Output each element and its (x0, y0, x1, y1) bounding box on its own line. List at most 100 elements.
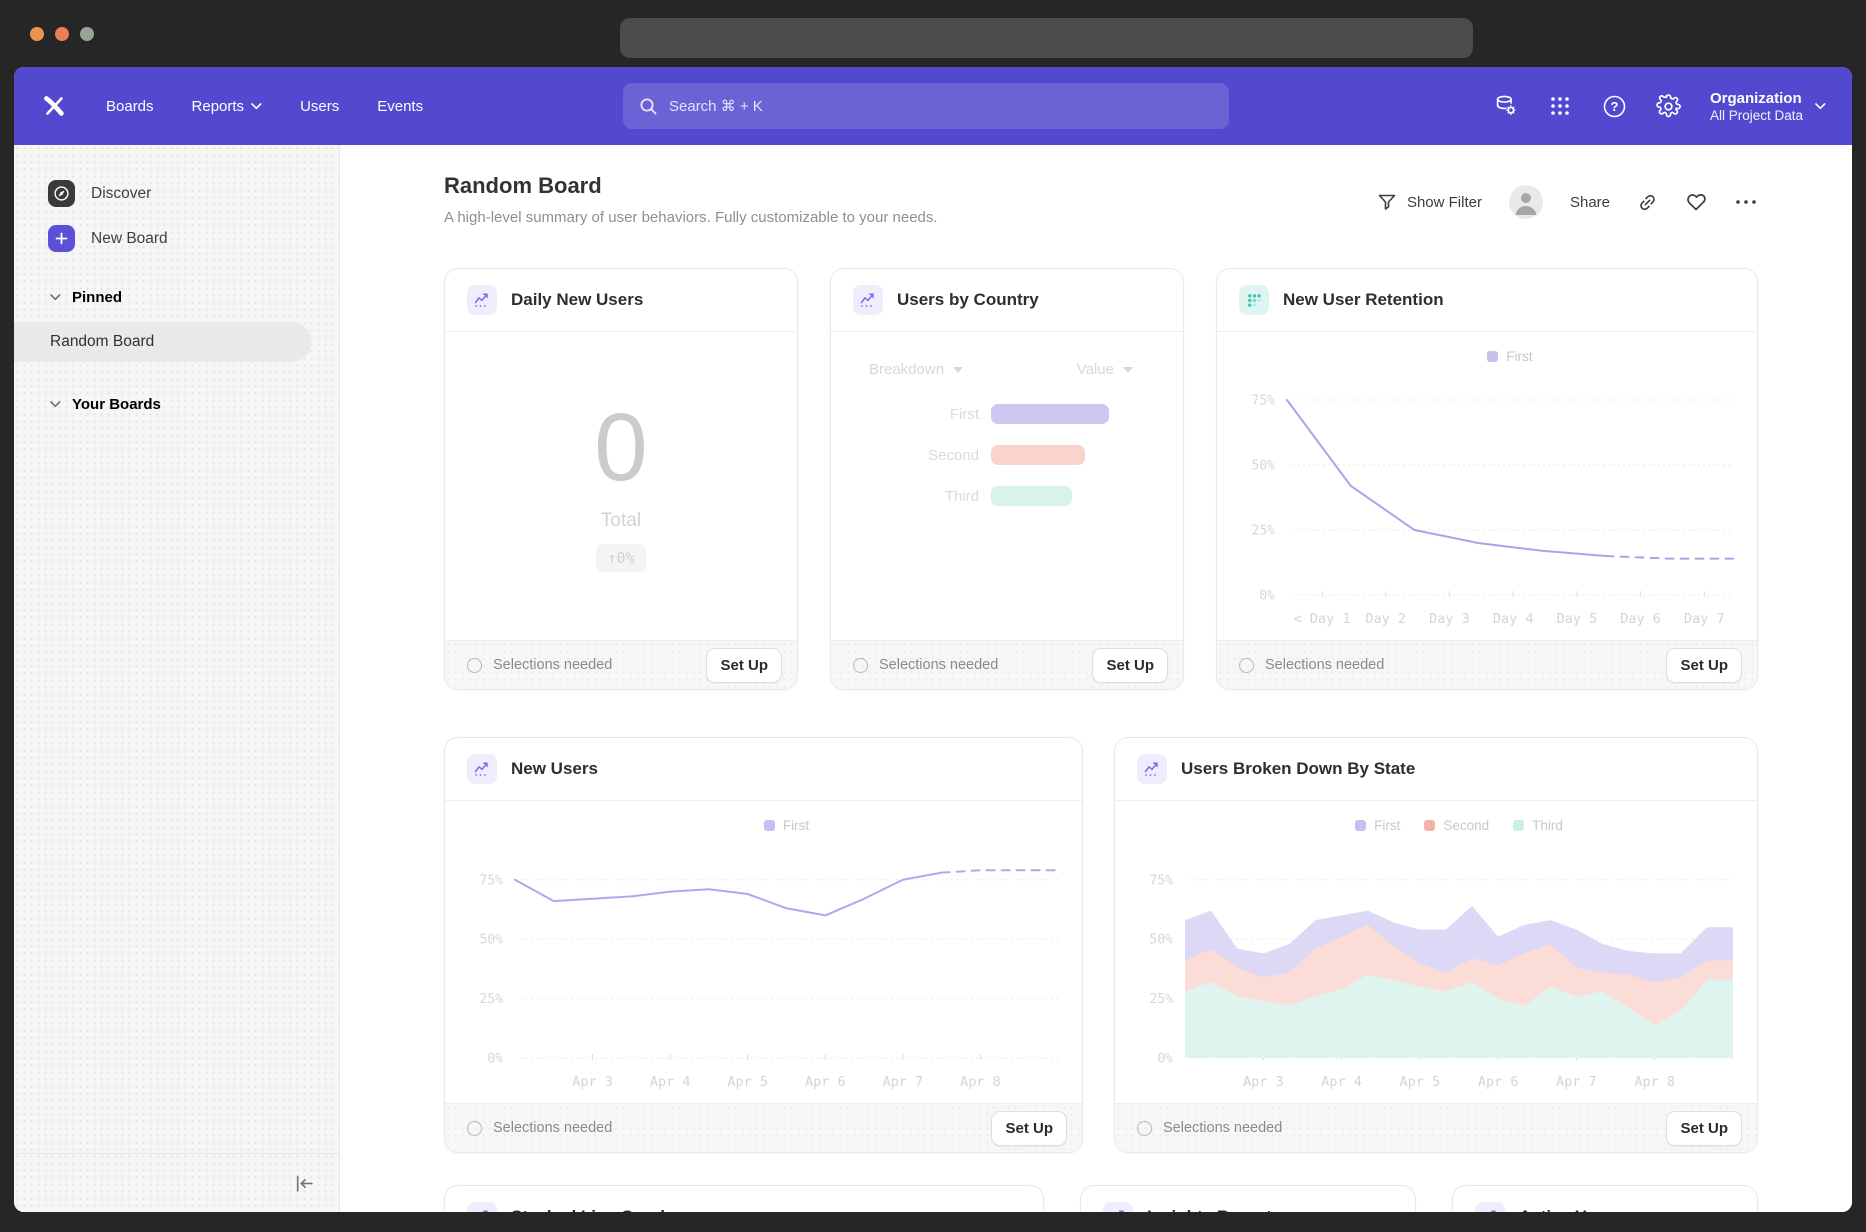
nav-item-users[interactable]: Users (300, 98, 339, 115)
svg-text:Apr 6: Apr 6 (1478, 1074, 1519, 1090)
sidebar-section-label: Pinned (72, 289, 122, 306)
set-up-button[interactable]: Set Up (1666, 648, 1742, 683)
card-title: Daily New Users (511, 290, 643, 310)
nav-item-events[interactable]: Events (377, 98, 423, 115)
svg-text:Apr 3: Apr 3 (572, 1074, 613, 1090)
svg-text:?: ? (1610, 99, 1618, 114)
sidebar-item-new-board[interactable]: New Board (14, 216, 339, 261)
data-management-icon[interactable] (1494, 94, 1518, 118)
card-title: New User Retention (1283, 290, 1444, 310)
nav-item-reports[interactable]: Reports (192, 98, 263, 115)
nav-item-label: Users (300, 98, 339, 115)
app-window: Boards Reports Users Events Search ⌘ + K (14, 67, 1852, 1212)
copy-link-icon[interactable] (1637, 192, 1658, 213)
card-footer: Selections needed Set Up (1115, 1103, 1757, 1152)
metric-label: Total (601, 510, 641, 532)
svg-text:Apr 7: Apr 7 (883, 1074, 924, 1090)
breakdown-dropdown[interactable]: Breakdown (869, 361, 963, 378)
minimize-button[interactable] (55, 27, 69, 41)
insights-chart-icon (467, 285, 497, 315)
card-title: New Users (511, 759, 598, 779)
chart-legend: FirstSecondThird (1185, 818, 1733, 833)
sidebar-item-label: Random Board (50, 333, 154, 350)
card-users-by-country: Users by Country Breakdown Value FirstSe (830, 268, 1184, 690)
breakdown-row: Third (869, 486, 1133, 506)
card-insights-report: Insights Report (1080, 1185, 1416, 1212)
org-switcher[interactable]: Organization All Project Data (1710, 89, 1826, 124)
card-stacked-line-graph: Stacked Line Graph (444, 1185, 1044, 1212)
insights-chart-icon (1137, 754, 1167, 784)
more-options-icon[interactable] (1734, 198, 1758, 206)
apps-grid-icon[interactable] (1548, 94, 1572, 118)
sidebar-item-random-board[interactable]: Random Board (14, 322, 311, 362)
legend-swatch-icon (764, 820, 775, 831)
nav-item-label: Reports (192, 98, 245, 115)
retention-grid-icon (1239, 285, 1269, 315)
sidebar-section-pinned[interactable]: Pinned (14, 261, 339, 316)
status-text: Selections needed (879, 657, 1081, 673)
compass-icon (48, 180, 75, 207)
share-label: Share (1570, 194, 1610, 211)
svg-text:25%: 25% (1150, 992, 1174, 1007)
card-new-users: New Users First 75%50%25%0%Apr 3Apr 4Apr… (444, 737, 1083, 1153)
svg-text:25%: 25% (1252, 524, 1276, 539)
svg-text:Day 4: Day 4 (1493, 611, 1534, 627)
svg-text:0%: 0% (1259, 589, 1275, 604)
breakdown-row: First (869, 404, 1133, 424)
legend-swatch-icon (1424, 820, 1435, 831)
status-text: Selections needed (493, 1120, 980, 1136)
collapse-sidebar-icon[interactable] (294, 1173, 315, 1194)
board-main: Random Board A high-level summary of use… (340, 145, 1852, 1212)
settings-gear-icon[interactable] (1656, 94, 1680, 118)
chart-legend: First (1287, 349, 1733, 364)
value-dropdown[interactable]: Value (1077, 361, 1133, 378)
status-circle-icon (853, 658, 868, 673)
show-filter-button[interactable]: Show Filter (1377, 192, 1482, 212)
card-users-broken-down-by-state: Users Broken Down By State FirstSecondTh… (1114, 737, 1758, 1153)
card-title: Users by Country (897, 290, 1039, 310)
card-title: Active Users (1519, 1207, 1622, 1212)
breakdown-row-label: Third (869, 488, 979, 505)
sidebar-section-your-boards[interactable]: Your Boards (14, 362, 339, 423)
sidebar-item-discover[interactable]: Discover (14, 171, 339, 216)
share-button[interactable]: Share (1570, 194, 1610, 211)
chevron-down-icon (953, 367, 963, 373)
card-title: Insights Report (1147, 1207, 1272, 1212)
chevron-down-icon (50, 294, 61, 301)
svg-text:0%: 0% (487, 1052, 503, 1067)
breakdown-row-label: First (869, 406, 979, 423)
avatar[interactable] (1509, 185, 1543, 219)
nav-item-boards[interactable]: Boards (106, 98, 154, 115)
retention-chart: First 75%50%25%0%< Day 1Day 2Day 3Day 4D… (1217, 331, 1757, 641)
url-bar[interactable] (620, 18, 1473, 58)
svg-text:25%: 25% (480, 992, 504, 1007)
metric-value: 0 (594, 400, 647, 496)
set-up-button[interactable]: Set Up (706, 648, 782, 683)
help-icon[interactable]: ? (1602, 94, 1626, 118)
svg-text:50%: 50% (480, 933, 504, 948)
breakdown-bar (991, 445, 1085, 465)
maximize-button[interactable] (80, 27, 94, 41)
set-up-button[interactable]: Set Up (991, 1111, 1067, 1146)
nav-item-label: Boards (106, 98, 154, 115)
mixpanel-logo[interactable] (40, 91, 70, 121)
close-button[interactable] (30, 27, 44, 41)
sidebar-footer (14, 1153, 339, 1212)
svg-text:Apr 3: Apr 3 (1243, 1074, 1284, 1090)
breakdown-bar (991, 486, 1072, 506)
set-up-button[interactable]: Set Up (1666, 1111, 1742, 1146)
chart-legend: First (515, 818, 1058, 833)
search-input[interactable]: Search ⌘ + K (623, 83, 1229, 129)
svg-text:Day 6: Day 6 (1620, 611, 1661, 627)
filter-funnel-icon (1377, 192, 1397, 212)
card-footer: Selections needed Set Up (445, 640, 797, 689)
status-text: Selections needed (1163, 1120, 1655, 1136)
breakdown-bar (991, 404, 1109, 424)
insights-chart-icon (467, 1202, 497, 1212)
svg-text:Apr 8: Apr 8 (1634, 1074, 1675, 1090)
insights-chart-icon (1475, 1202, 1505, 1212)
set-up-button[interactable]: Set Up (1092, 648, 1168, 683)
favorite-heart-icon[interactable] (1685, 191, 1707, 213)
status-text: Selections needed (493, 657, 695, 673)
sidebar-item-label: Discover (91, 185, 151, 203)
